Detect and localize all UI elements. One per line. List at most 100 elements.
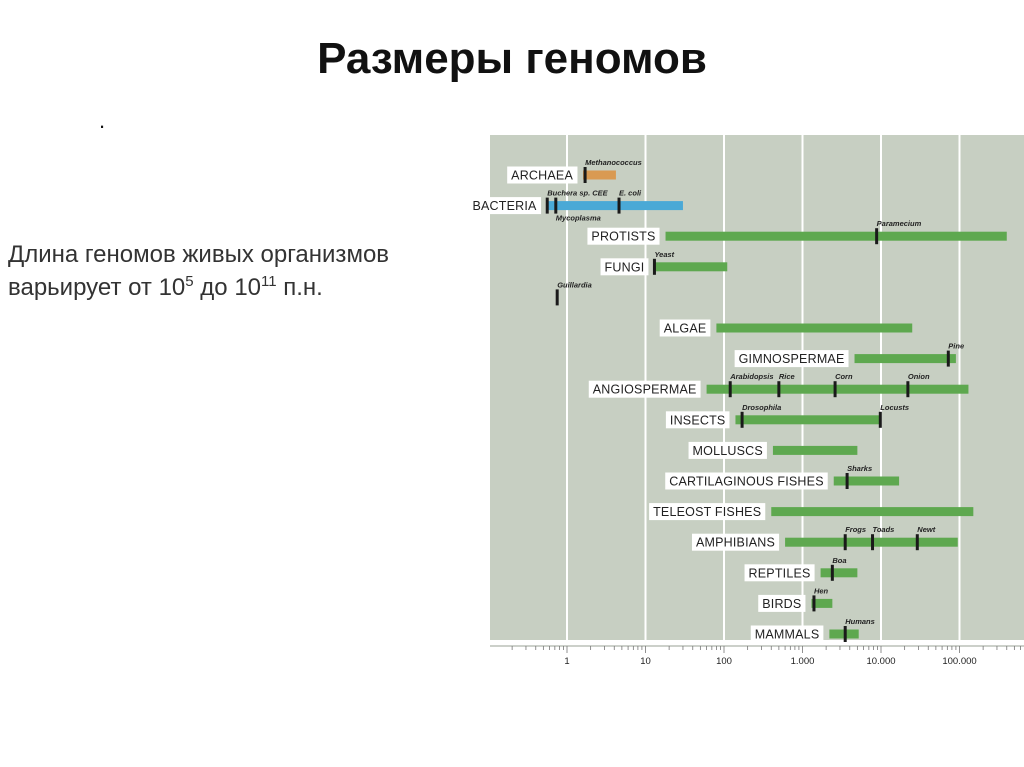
x-tick-label-1: 1 — [564, 656, 569, 667]
marker-toads — [871, 534, 875, 551]
bar-bacteria — [546, 201, 683, 211]
x-tick-label-100000: 100.000 — [942, 656, 976, 667]
marker-guillardia — [555, 289, 559, 306]
row-label-box-bacteria — [470, 197, 542, 215]
bar-insects — [735, 415, 881, 425]
row-label-teleost-fishes: TELEOST FISHES — [653, 505, 761, 519]
row-label-bacteria: BACTERIA — [472, 199, 537, 213]
x-tick-label-10: 10 — [640, 656, 651, 667]
marker-frogs — [843, 534, 847, 551]
marker-locusts — [878, 411, 882, 428]
marker-label-yeast: Yeast — [654, 250, 674, 259]
bullet-dot: . — [99, 108, 106, 133]
bar-protists — [665, 231, 1007, 241]
marker-onion — [906, 381, 910, 398]
marker-mycoplasma — [554, 197, 558, 214]
desc-text-2: до 10 — [193, 274, 262, 301]
marker-label-mycoplasma: Mycoplasma — [556, 214, 601, 223]
marker-label-onion: Onion — [908, 372, 930, 381]
marker-yeast — [652, 258, 656, 275]
bar-angiospermae — [706, 384, 969, 394]
marker-e-coli — [617, 197, 621, 214]
marker-newt — [915, 534, 919, 551]
marker-label-frogs: Frogs — [845, 525, 866, 534]
row-label-cartilaginous-fishes: CARTILAGINOUS FISHES — [669, 475, 824, 489]
x-tick-label-10000: 10.000 — [866, 656, 895, 667]
marker-rice — [777, 381, 781, 398]
marker-label-sharks: Sharks — [847, 464, 872, 473]
genome-length-description: Длина геномов живых организмов варьирует… — [8, 238, 428, 304]
row-label-box-gimnospermae — [734, 350, 849, 368]
marker-label-locusts: Locusts — [880, 403, 909, 412]
marker-label-methanococcus: Methanococcus — [585, 158, 642, 167]
row-label-reptiles: REPTILES — [749, 566, 811, 580]
marker-label-rice: Rice — [779, 372, 795, 381]
row-label-algae: ALGAE — [664, 322, 707, 336]
marker-buchera-sp-cee — [545, 197, 549, 214]
marker-label-humans: Humans — [845, 617, 875, 626]
marker-sharks — [845, 473, 849, 489]
row-label-insects: INSECTS — [670, 413, 726, 427]
marker-corn — [833, 381, 837, 398]
row-label-amphibians: AMPHIBIANS — [696, 536, 775, 550]
row-label-angiospermae: ANGIOSPERMAE — [593, 383, 697, 397]
marker-humans — [843, 626, 847, 642]
desc-exponent-1: 5 — [185, 273, 194, 290]
marker-label-buchera-sp-cee: Buchera sp. CEE — [547, 189, 608, 198]
bar-algae — [716, 323, 913, 333]
marker-paramecium — [875, 228, 879, 245]
row-label-fungi: FUNGI — [605, 260, 645, 274]
marker-label-e-coli: E. coli — [619, 189, 642, 198]
bar-molluscs — [772, 445, 858, 455]
row-label-box-cartilaginous-fishes — [665, 472, 828, 490]
marker-pine — [946, 350, 950, 367]
marker-methanococcus — [583, 167, 587, 183]
marker-label-newt: Newt — [917, 525, 935, 534]
marker-label-corn: Corn — [835, 372, 853, 381]
x-tick-label-100: 100 — [716, 656, 732, 667]
desc-text-3: п.н. — [276, 274, 323, 301]
row-label-protists: PROTISTS — [591, 230, 655, 244]
marker-arabidopsis — [728, 381, 732, 398]
bar-fungi — [654, 262, 728, 272]
row-label-box-mammals — [750, 625, 824, 643]
row-label-box-protists — [587, 227, 660, 245]
bar-gimnospermae — [854, 354, 956, 364]
marker-label-toads: Toads — [873, 525, 895, 534]
row-label-box-reptiles — [744, 564, 815, 582]
row-label-box-fungi — [600, 258, 649, 276]
marker-label-guillardia: Guillardia — [557, 280, 592, 289]
row-label-molluscs: MOLLUSCS — [693, 444, 763, 458]
genome-size-chart: 1 10 100 1.000 10.000 100.000 ARCHAEA Methanoco… — [470, 135, 1024, 667]
row-label-box-birds — [758, 594, 806, 612]
row-label-archaea: ARCHAEA — [511, 169, 573, 183]
desc-text-1: Длина геномов живых организмов варьирует… — [8, 241, 390, 301]
marker-label-paramecium: Paramecium — [877, 219, 922, 228]
row-label-box-insects — [665, 411, 730, 429]
bar-cartilaginous-fishes — [833, 476, 900, 486]
marker-label-hen: Hen — [814, 586, 829, 595]
marker-label-boa: Boa — [832, 556, 846, 565]
marker-boa — [830, 564, 834, 581]
slide-title: Размеры геномов — [317, 34, 707, 83]
bar-reptiles — [820, 568, 858, 578]
row-label-box-algae — [659, 319, 711, 337]
bar-birds — [811, 598, 833, 608]
marker-label-pine: Pine — [948, 342, 964, 351]
x-tick-label-1000: 1.000 — [791, 656, 815, 667]
row-label-box-teleost-fishes — [649, 503, 766, 521]
marker-label-arabidopsis: Arabidopsis — [729, 372, 773, 381]
bar-archaea — [583, 170, 616, 180]
row-label-box-angiospermae — [588, 380, 701, 398]
row-label-birds: BIRDS — [762, 597, 801, 611]
row-label-box-molluscs — [688, 441, 767, 459]
row-label-box-amphibians — [691, 533, 780, 551]
row-label-gimnospermae: GIMNOSPERMAE — [739, 352, 845, 366]
marker-label-drosophila: Drosophila — [742, 403, 781, 412]
desc-exponent-2: 11 — [261, 273, 277, 290]
marker-drosophila — [740, 411, 744, 428]
bar-teleost-fishes — [771, 507, 974, 517]
row-label-box-archaea — [507, 166, 578, 184]
row-label-mammals: MAMMALS — [755, 628, 820, 642]
marker-hen — [812, 595, 816, 612]
